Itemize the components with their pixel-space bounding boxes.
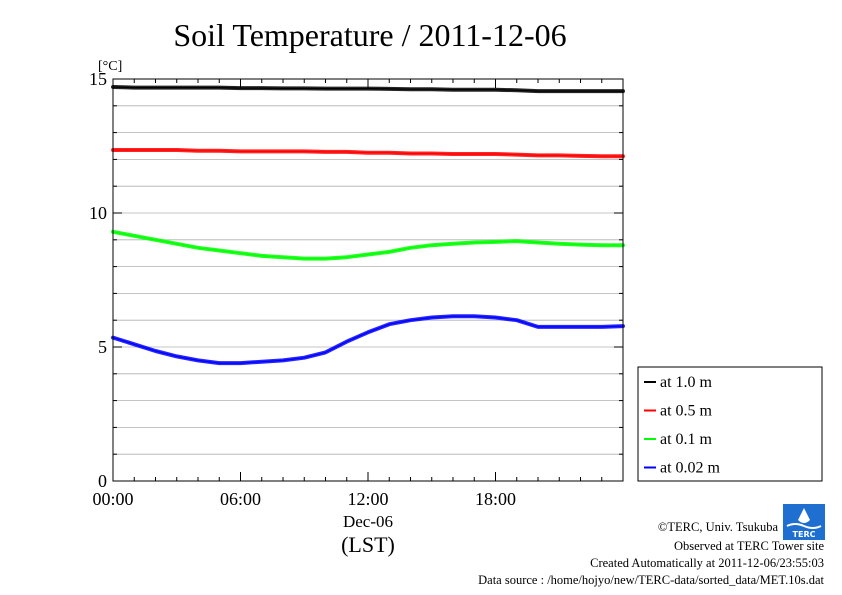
- legend-label-0: at 1.0 m: [660, 374, 713, 391]
- x-tick-label: 00:00: [92, 489, 133, 509]
- legend: at 1.0 m at 0.5 m at 0.1 m at 0.02 m: [637, 366, 823, 482]
- logo-text: TERC: [793, 530, 816, 539]
- legend-box: [637, 366, 823, 482]
- footer-source: Data source : /home/hojyo/new/TERC-data/…: [478, 573, 824, 587]
- x-tick-label: 18:00: [475, 489, 516, 509]
- x-axis-label: (LST): [341, 532, 395, 557]
- y-axis-unit: [°C]: [98, 59, 122, 74]
- legend-label-2: at 0.1 m: [660, 431, 713, 448]
- series-core-2: [112, 231, 623, 260]
- x-axis-date: Dec-06: [343, 512, 393, 531]
- chart-title: Soil Temperature / 2011-12-06: [173, 17, 566, 53]
- logo-drop-icon: [798, 508, 810, 523]
- x-tick-label: 06:00: [220, 489, 261, 509]
- series-lines: [111, 85, 625, 366]
- legend-label-1: at 0.5 m: [660, 403, 713, 420]
- legend-label-3: at 0.02 m: [660, 460, 721, 477]
- y-tick-label: 10: [89, 203, 107, 223]
- y-tick-label: 5: [98, 337, 107, 357]
- axis-ticks: 0 5 10 15 00:00 06:00 12:00 18:00: [89, 69, 623, 509]
- y-tick-label: 15: [89, 69, 107, 89]
- y-tick-label: 0: [98, 471, 107, 491]
- footer-copyright: ©TERC, Univ. Tsukuba: [658, 520, 779, 534]
- series-core-3: [112, 315, 624, 364]
- series-core-1: [113, 149, 623, 157]
- x-tick-label: 12:00: [347, 489, 388, 509]
- footer-site: Observed at TERC Tower site: [674, 539, 824, 553]
- logo-wave-icon: [786, 523, 822, 529]
- footer-created: Created Automatically at 2011-12-06/23:5…: [590, 556, 824, 570]
- series-core-0: [112, 86, 623, 92]
- plot-frame: [112, 78, 624, 482]
- terc-logo: TERC: [783, 504, 825, 540]
- grid-lines: [113, 105, 623, 455]
- series-line-3: [111, 314, 625, 366]
